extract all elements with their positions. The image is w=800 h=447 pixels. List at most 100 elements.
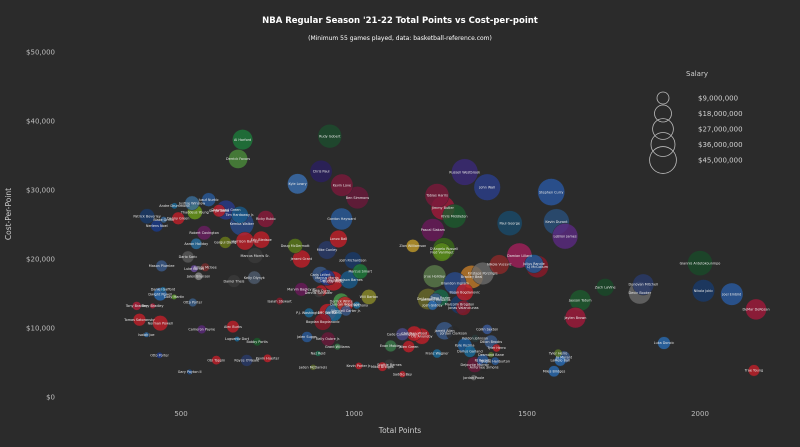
player-bubble[interactable] [152, 315, 169, 332]
player-bubble[interactable] [479, 363, 489, 372]
player-bubble[interactable] [406, 239, 420, 253]
player-bubble[interactable] [226, 320, 240, 333]
player-bubble[interactable] [247, 270, 262, 285]
player-bubble[interactable] [252, 230, 270, 249]
player-bubble[interactable] [200, 262, 210, 272]
player-bubble[interactable] [424, 183, 450, 208]
player-bubble[interactable] [188, 297, 198, 307]
player-bubble[interactable] [489, 254, 510, 275]
player-bubble[interactable] [548, 365, 560, 378]
player-bubble[interactable] [320, 331, 336, 347]
player-bubble[interactable] [228, 149, 248, 169]
player-bubble[interactable] [231, 206, 249, 224]
player-bubble[interactable] [301, 331, 313, 343]
player-bubble[interactable] [446, 326, 462, 341]
player-bubble[interactable] [398, 370, 406, 378]
player-bubble[interactable] [564, 307, 586, 329]
player-bubble[interactable] [432, 242, 452, 262]
player-bubble[interactable] [186, 368, 193, 375]
player-bubble[interactable] [463, 345, 477, 358]
player-bubble[interactable] [482, 324, 493, 335]
player-bubble[interactable] [232, 129, 253, 151]
player-bubble[interactable] [257, 210, 275, 228]
player-bubble[interactable] [287, 173, 308, 195]
player-bubble[interactable] [240, 354, 253, 367]
player-bubble[interactable] [492, 343, 501, 353]
player-bubble[interactable] [317, 240, 337, 260]
player-bubble[interactable] [395, 327, 409, 341]
player-bubble[interactable] [361, 289, 377, 305]
player-bubble[interactable] [310, 364, 317, 371]
player-bubble[interactable] [470, 334, 480, 343]
player-bubble[interactable] [490, 356, 500, 366]
player-bubble[interactable] [234, 336, 240, 342]
player-bubble[interactable] [432, 348, 442, 359]
player-bubble[interactable] [496, 210, 523, 236]
player-bubble[interactable] [745, 298, 767, 321]
player-bubble[interactable] [340, 305, 352, 317]
player-bubble[interactable] [427, 300, 438, 311]
player-bubble[interactable] [314, 350, 322, 357]
player-bubble[interactable] [687, 250, 713, 276]
player-bubble[interactable] [275, 297, 284, 305]
player-bubble[interactable] [442, 204, 467, 229]
player-bubble[interactable] [132, 301, 142, 311]
player-bubble[interactable] [313, 287, 324, 298]
player-bubble[interactable] [596, 278, 615, 297]
player-bubble[interactable] [333, 343, 341, 351]
player-bubble[interactable] [149, 302, 156, 309]
player-bubble[interactable] [211, 355, 222, 365]
player-bubble[interactable] [329, 230, 348, 248]
player-bubble[interactable] [402, 340, 415, 353]
player-bubble[interactable] [524, 254, 544, 274]
player-bubble[interactable] [246, 247, 264, 264]
player-bubble[interactable] [748, 364, 760, 377]
player-bubble[interactable] [155, 259, 168, 272]
player-bubble[interactable] [352, 263, 368, 280]
player-bubble[interactable] [263, 354, 272, 363]
player-bubble[interactable] [190, 238, 203, 250]
player-bubble[interactable] [692, 279, 715, 303]
player-bubble[interactable] [184, 195, 200, 211]
player-bubble[interactable] [143, 331, 150, 338]
player-bubble[interactable] [252, 337, 262, 347]
player-bubble[interactable] [139, 208, 155, 224]
player-bubble[interactable] [150, 219, 164, 233]
player-bubble[interactable] [181, 250, 195, 264]
player-bubble[interactable] [227, 274, 241, 288]
player-bubble[interactable] [317, 124, 342, 149]
player-bubble[interactable] [160, 286, 166, 293]
player-bubble[interactable] [487, 351, 495, 358]
player-bubble[interactable] [470, 374, 477, 381]
player-bubble[interactable] [355, 362, 363, 370]
player-bubble[interactable] [473, 173, 501, 201]
player-bubble[interactable] [720, 282, 744, 306]
player-bubble[interactable] [196, 225, 212, 241]
player-bubble[interactable] [156, 352, 163, 359]
player-bubble[interactable] [314, 313, 332, 331]
player-bubble[interactable] [421, 218, 445, 242]
player-bubble[interactable] [294, 282, 309, 297]
player-bubble[interactable] [326, 275, 336, 285]
player-bubble[interactable] [330, 207, 353, 231]
player-bubble[interactable] [190, 264, 199, 273]
player-bubble[interactable] [304, 307, 315, 318]
player-bubble[interactable] [219, 236, 232, 249]
player-bubble[interactable] [451, 158, 479, 186]
player-bubble[interactable] [471, 262, 495, 285]
player-bubble[interactable] [352, 301, 361, 310]
player-bubble[interactable] [632, 273, 655, 296]
player-bubble[interactable] [160, 216, 168, 224]
player-bubble[interactable] [552, 223, 579, 250]
player-bubble[interactable] [132, 313, 147, 327]
player-bubble[interactable] [287, 238, 303, 254]
player-bubble[interactable] [537, 178, 565, 206]
player-bubble[interactable] [171, 294, 177, 300]
player-bubble[interactable] [377, 361, 388, 372]
player-bubble[interactable] [171, 202, 178, 210]
player-bubble[interactable] [346, 186, 369, 210]
player-bubble[interactable] [194, 272, 203, 281]
player-bubble[interactable] [201, 192, 216, 207]
player-bubble[interactable] [455, 300, 472, 316]
player-bubble[interactable] [212, 204, 226, 218]
